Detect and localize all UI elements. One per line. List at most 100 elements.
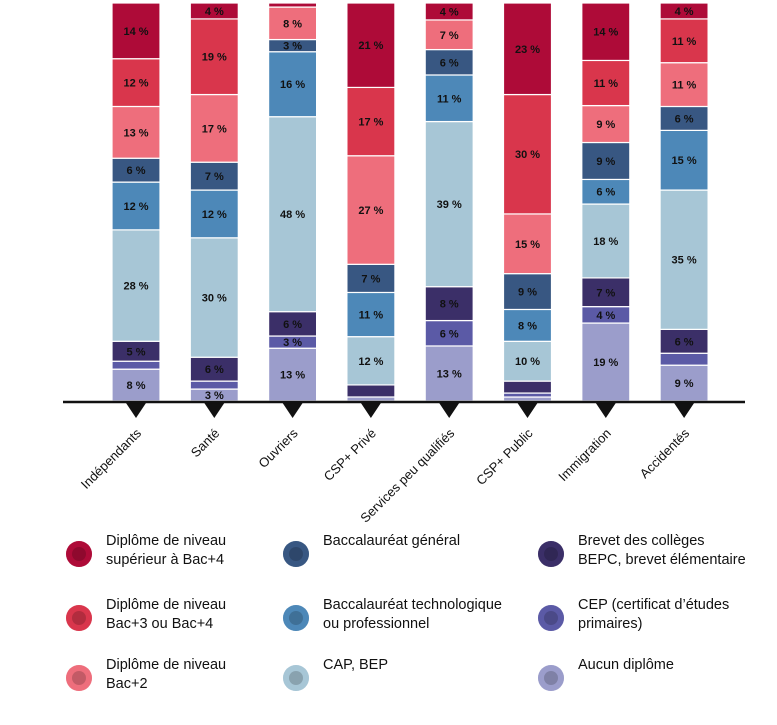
bar-segment-accidentes-7 bbox=[659, 18, 709, 64]
bar-segment-independants-7 bbox=[111, 58, 161, 108]
bar-segment-sante-6 bbox=[189, 93, 239, 163]
bar-segment-csp-prive-8 bbox=[346, 2, 396, 89]
category-label-immigration: Immigration bbox=[555, 426, 614, 485]
data-label-sante-7: 19 % bbox=[202, 52, 227, 64]
data-label-independants-3: 28 % bbox=[123, 281, 148, 293]
category-marker-independants bbox=[126, 403, 146, 418]
legend-item-baccalaureat-general: Baccalauréat général bbox=[283, 532, 460, 567]
bar-segment-independants-0 bbox=[111, 368, 161, 402]
data-label-csp-prive-3: 12 % bbox=[358, 356, 383, 368]
bar-segment-csp-public-8 bbox=[502, 2, 553, 96]
bar-segment-csp-public-2 bbox=[502, 380, 553, 394]
bar-segment-immigration-8 bbox=[581, 2, 631, 62]
legend-item-diplome-de-niveau-bac-3-ou-bac-4: Diplôme de niveau Bac+3 ou Bac+4 bbox=[66, 596, 226, 634]
data-label-immigration-6: 9 % bbox=[596, 119, 615, 131]
bar-segment-sante-3 bbox=[189, 237, 239, 358]
category-label-sante: Santé bbox=[188, 426, 223, 461]
category-label-csp-public: CSP+ Public bbox=[473, 425, 536, 488]
data-label-sante-5: 7 % bbox=[205, 171, 224, 183]
bar-segment-csp-public-6 bbox=[502, 213, 553, 275]
data-label-accidentes-4: 15 % bbox=[672, 155, 697, 167]
legend-swatch-icon bbox=[66, 541, 92, 567]
data-label-services-peu-qualifies-3: 39 % bbox=[437, 199, 462, 211]
data-label-accidentes-3: 35 % bbox=[672, 255, 697, 267]
data-label-services-peu-qualifies-4: 11 % bbox=[437, 93, 462, 105]
bar-segment-csp-public-7 bbox=[502, 93, 553, 215]
data-label-csp-public-3: 10 % bbox=[515, 356, 540, 368]
data-label-csp-public-8: 23 % bbox=[515, 44, 540, 56]
bar-segment-csp-prive-6 bbox=[346, 155, 396, 265]
data-label-csp-prive-6: 27 % bbox=[358, 205, 383, 217]
data-label-ouvriers-2: 6 % bbox=[283, 319, 302, 331]
bar-segment-ouvriers-6 bbox=[268, 6, 318, 41]
data-label-services-peu-qualifies-6: 7 % bbox=[440, 30, 459, 42]
data-label-csp-public-7: 30 % bbox=[515, 149, 540, 161]
data-label-independants-2: 5 % bbox=[127, 346, 146, 358]
data-label-csp-public-4: 8 % bbox=[518, 320, 537, 332]
data-label-independants-5: 6 % bbox=[127, 165, 146, 177]
legend-swatch-icon bbox=[538, 665, 564, 691]
category-label-accidentes: Accidentés bbox=[637, 425, 693, 481]
data-label-services-peu-qualifies-1: 6 % bbox=[440, 328, 459, 340]
category-marker-accidentes bbox=[674, 403, 695, 418]
data-label-independants-7: 12 % bbox=[123, 78, 148, 90]
bar-segment-services-peu-qualifies-2 bbox=[424, 286, 474, 322]
data-label-immigration-0: 19 % bbox=[593, 357, 618, 369]
data-label-ouvriers-0: 13 % bbox=[280, 370, 305, 382]
category-label-ouvriers: Ouvriers bbox=[255, 425, 301, 471]
bar-segment-immigration-6 bbox=[581, 104, 631, 144]
category-marker-services-peu-qualifies bbox=[439, 403, 460, 418]
bar-segment-services-peu-qualifies-6 bbox=[424, 19, 474, 51]
legend-label: CEP (certificat d’études primaires) bbox=[578, 597, 730, 632]
legend-item-diplome-de-niveau-bac-2: Diplôme de niveau Bac+2 bbox=[66, 656, 226, 694]
data-label-immigration-2: 7 % bbox=[596, 287, 615, 299]
category-label-independants: Indépendants bbox=[78, 425, 145, 492]
legend-item-baccalaureat-technologique-ou-professionnel: Baccalauréat technologique ou profession… bbox=[283, 596, 502, 634]
bar-segment-immigration-3 bbox=[581, 203, 631, 279]
data-label-csp-prive-8: 21 % bbox=[358, 40, 383, 52]
bar-segment-services-peu-qualifies-8 bbox=[424, 2, 474, 21]
bar-segment-csp-prive-4 bbox=[346, 291, 396, 338]
legend-label: Diplôme de niveau Bac+2 bbox=[106, 657, 227, 692]
data-label-csp-prive-5: 7 % bbox=[361, 273, 380, 285]
legend-item-brevet-des-colleges-bepc-brevet-elementaire: Brevet des collèges BEPC, brevet élément… bbox=[538, 532, 746, 570]
legend-item-cap-bep: CAP, BEP bbox=[283, 656, 388, 691]
bar-segment-independants-4 bbox=[111, 181, 161, 231]
legend-label: Baccalauréat technologique ou profession… bbox=[323, 597, 502, 632]
legend-label: CAP, BEP bbox=[323, 657, 389, 673]
data-label-sante-0: 3 % bbox=[205, 390, 224, 402]
data-label-ouvriers-6: 8 % bbox=[283, 18, 302, 30]
category-marker-sante bbox=[204, 403, 225, 418]
data-label-ouvriers-4: 16 % bbox=[280, 79, 305, 91]
legend-label: Baccalauréat général bbox=[323, 533, 461, 549]
data-label-csp-prive-4: 11 % bbox=[359, 310, 384, 322]
bar-segment-immigration-0 bbox=[581, 322, 631, 402]
legend-label: Brevet des collèges BEPC, brevet élément… bbox=[578, 533, 746, 568]
data-label-services-peu-qualifies-5: 6 % bbox=[440, 57, 459, 69]
data-label-accidentes-2: 6 % bbox=[675, 336, 694, 348]
bar-segment-immigration-2 bbox=[581, 277, 631, 308]
data-label-services-peu-qualifies-8: 4 % bbox=[440, 6, 459, 18]
legend-label: Diplôme de niveau Bac+3 ou Bac+4 bbox=[106, 597, 227, 632]
legend-swatch-icon bbox=[66, 605, 92, 631]
data-label-sante-2: 6 % bbox=[205, 364, 224, 376]
data-label-sante-8: 4 % bbox=[205, 6, 224, 18]
data-label-independants-0: 8 % bbox=[127, 380, 146, 392]
data-label-immigration-1: 4 % bbox=[596, 310, 615, 322]
data-label-ouvriers-3: 48 % bbox=[280, 209, 305, 221]
legend-label: Aucun diplôme bbox=[578, 657, 674, 673]
bar-segment-sante-5 bbox=[189, 161, 239, 191]
data-label-immigration-7: 11 % bbox=[594, 78, 619, 90]
stacked-bar-chart: 8 % 5 % 28 % 12 % 6 % 13 % 12 % 14 % Indépendant… bbox=[63, 2, 745, 526]
data-label-services-peu-qualifies-0: 13 % bbox=[437, 368, 462, 380]
bar-segment-csp-prive-7 bbox=[346, 86, 396, 157]
category-label-csp-prive: CSP+ Privé bbox=[321, 426, 379, 484]
legend-item-diplome-de-niveau-superieur-a-bac-4: Diplôme de niveau supérieur à Bac+4 bbox=[66, 532, 226, 570]
legend-swatch-icon bbox=[283, 605, 309, 631]
bar-segment-ouvriers-8 bbox=[268, 2, 318, 8]
data-label-sante-4: 12 % bbox=[202, 209, 227, 221]
legend-swatch-icon bbox=[538, 605, 564, 631]
legend-item-cep-certificat-d-etudes-primaires: CEP (certificat d’études primaires) bbox=[538, 596, 729, 634]
data-label-immigration-8: 14 % bbox=[593, 27, 618, 39]
legend-swatch-icon bbox=[283, 665, 309, 691]
